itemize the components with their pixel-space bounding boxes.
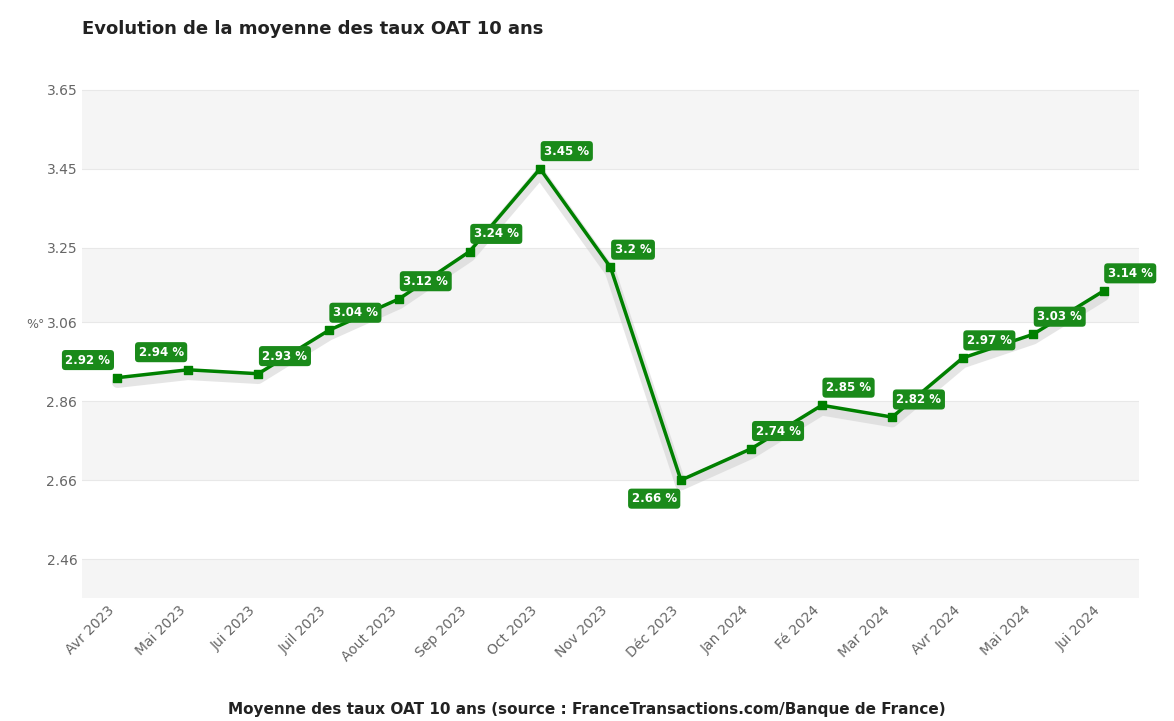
Bar <box>82 559 1139 598</box>
Point <box>108 372 127 384</box>
Bar <box>82 50 1139 90</box>
Bar <box>82 169 1139 247</box>
Text: 3.45 %: 3.45 % <box>545 145 589 158</box>
Text: 3.14 %: 3.14 % <box>1108 267 1153 280</box>
Bar <box>82 402 1139 480</box>
Point <box>178 364 197 376</box>
Point <box>883 411 902 423</box>
Text: 2.92 %: 2.92 % <box>66 353 110 366</box>
Point <box>812 399 831 411</box>
Point <box>953 352 972 363</box>
Bar <box>82 480 1139 559</box>
Text: 2.74 %: 2.74 % <box>756 425 801 438</box>
Bar <box>82 90 1139 169</box>
Y-axis label: %°: %° <box>26 318 45 331</box>
Point <box>460 246 479 257</box>
Point <box>531 163 549 174</box>
Text: 3.24 %: 3.24 % <box>474 227 519 240</box>
Text: 2.97 %: 2.97 % <box>967 334 1012 347</box>
Text: Evolution de la moyenne des taux OAT 10 ans: Evolution de la moyenne des taux OAT 10 … <box>82 19 544 37</box>
Text: 2.85 %: 2.85 % <box>826 381 871 394</box>
Point <box>319 324 338 336</box>
Point <box>1094 286 1113 297</box>
Point <box>1024 329 1043 340</box>
Text: Moyenne des taux OAT 10 ans (source : FranceTransactions.com/Banque de France): Moyenne des taux OAT 10 ans (source : Fr… <box>228 702 946 717</box>
Bar <box>82 247 1139 322</box>
Point <box>390 293 409 304</box>
Bar <box>82 322 1139 402</box>
Text: 2.66 %: 2.66 % <box>632 492 676 505</box>
Point <box>601 262 620 273</box>
Point <box>742 443 761 454</box>
Point <box>672 474 690 486</box>
Text: 3.2 %: 3.2 % <box>615 243 652 256</box>
Point <box>249 368 268 379</box>
Text: 2.82 %: 2.82 % <box>897 393 942 406</box>
Text: 3.04 %: 3.04 % <box>333 306 378 319</box>
Text: 2.94 %: 2.94 % <box>139 345 183 358</box>
Text: 3.03 %: 3.03 % <box>1038 310 1082 323</box>
Text: 3.12 %: 3.12 % <box>404 275 448 288</box>
Text: 2.93 %: 2.93 % <box>263 350 308 363</box>
